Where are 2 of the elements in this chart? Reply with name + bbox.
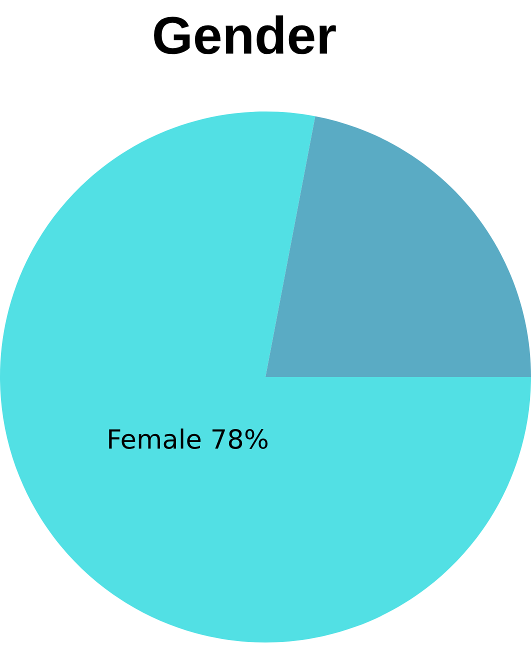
data-label: Female 78% <box>109 428 268 449</box>
chart-title: Gender <box>154 15 336 54</box>
